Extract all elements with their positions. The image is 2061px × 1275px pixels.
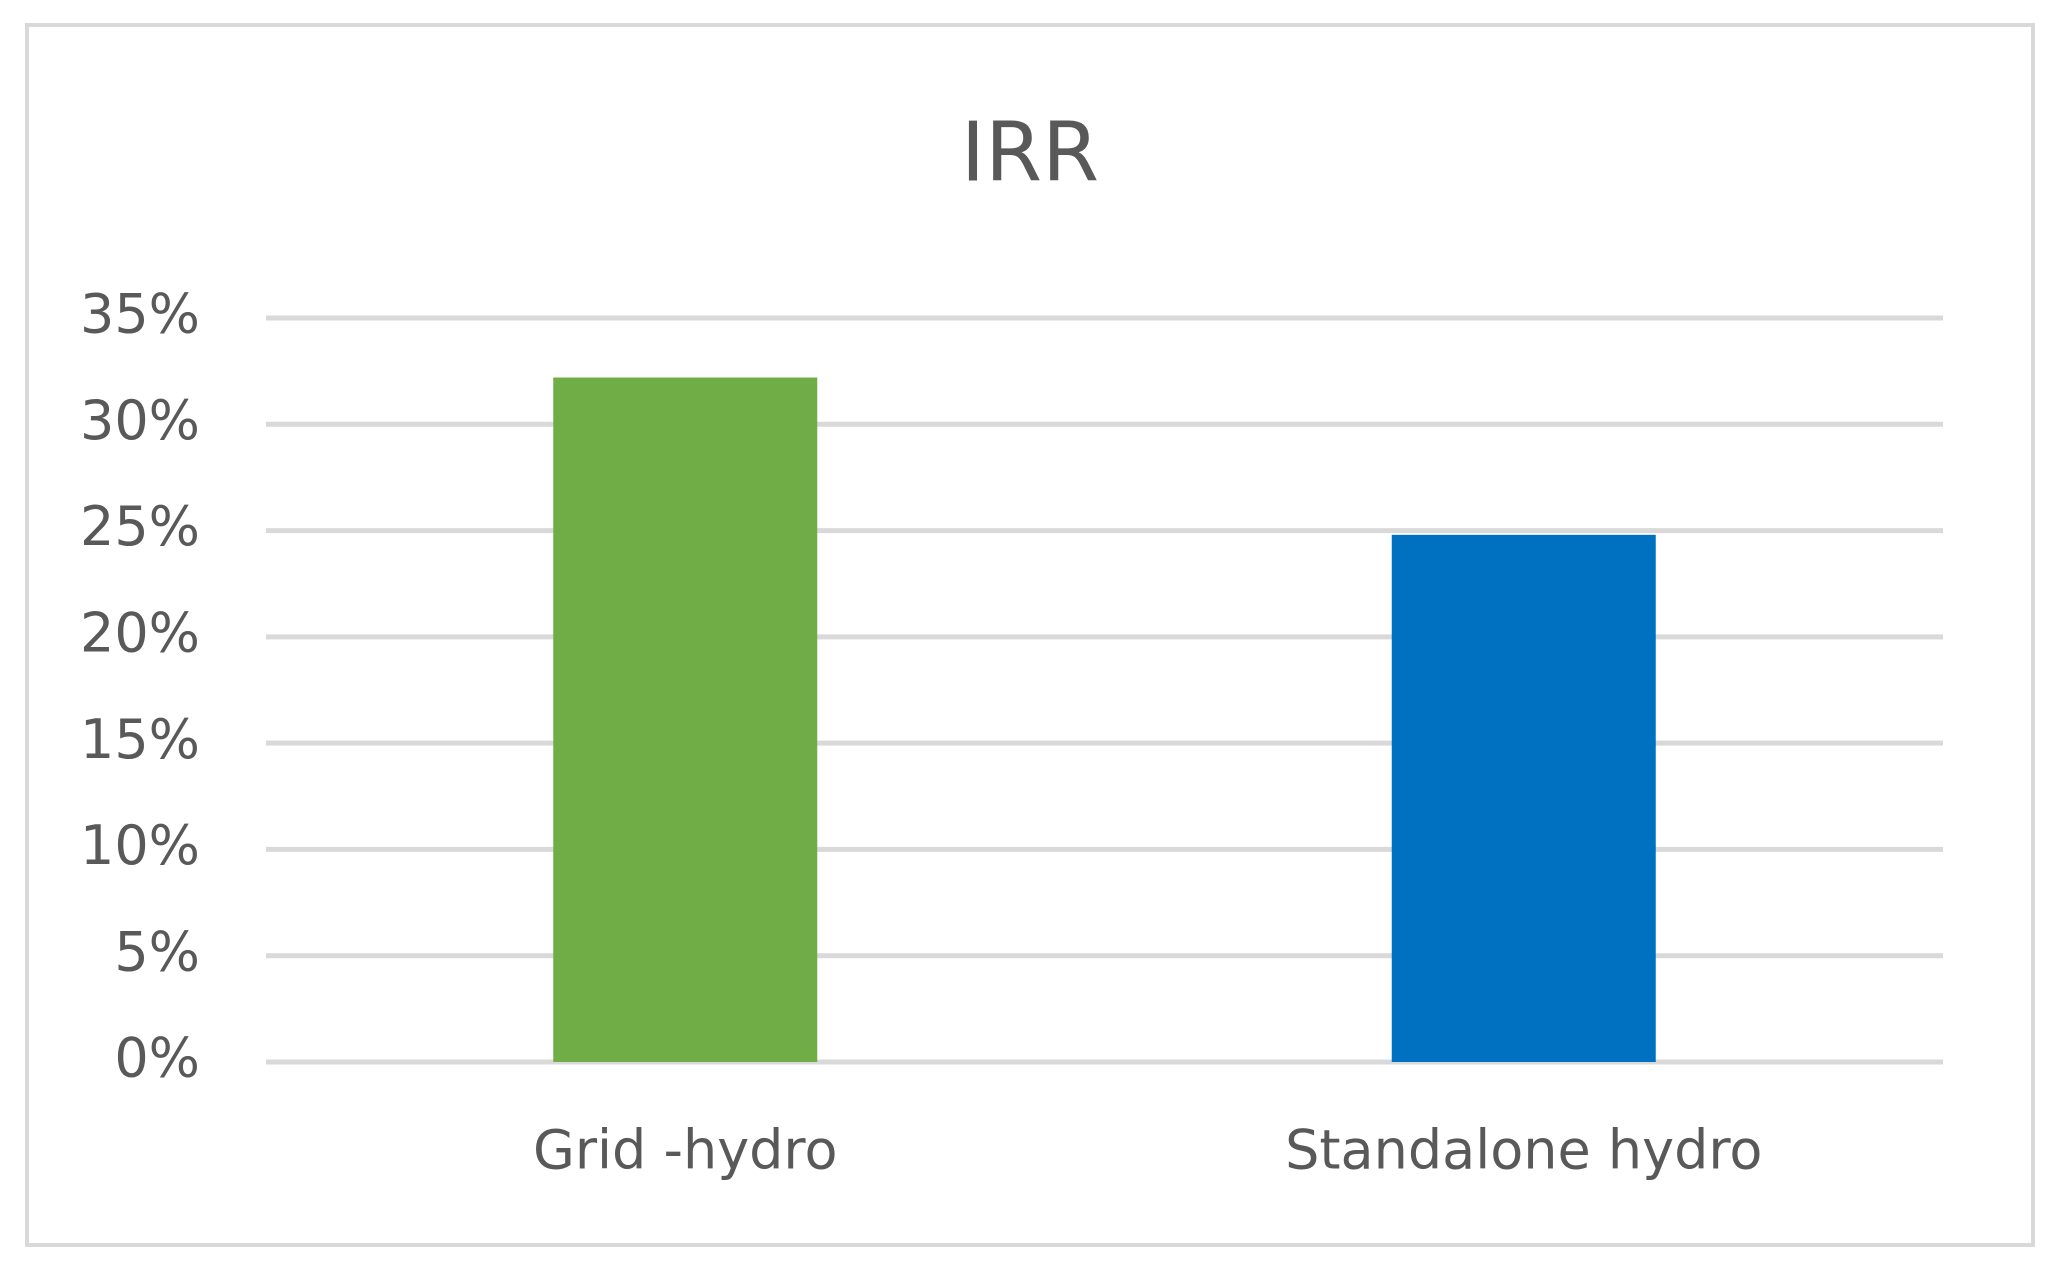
chart-title: IRR	[961, 105, 1099, 200]
bar	[553, 377, 818, 1062]
x-tick-label: Grid -hydro	[533, 1119, 838, 1182]
bar	[1391, 534, 1656, 1062]
y-tick-label: 20%	[80, 601, 200, 664]
y-tick-label: 30%	[80, 389, 200, 452]
x-tick-label: Standalone hydro	[1285, 1119, 1762, 1182]
y-tick-label: 10%	[80, 814, 200, 877]
y-tick-label: 25%	[80, 495, 200, 558]
y-tick-label: 35%	[80, 283, 200, 346]
y-tick-label: 15%	[80, 708, 200, 771]
y-tick-label: 5%	[114, 920, 200, 983]
y-tick-label: 0%	[114, 1027, 200, 1090]
